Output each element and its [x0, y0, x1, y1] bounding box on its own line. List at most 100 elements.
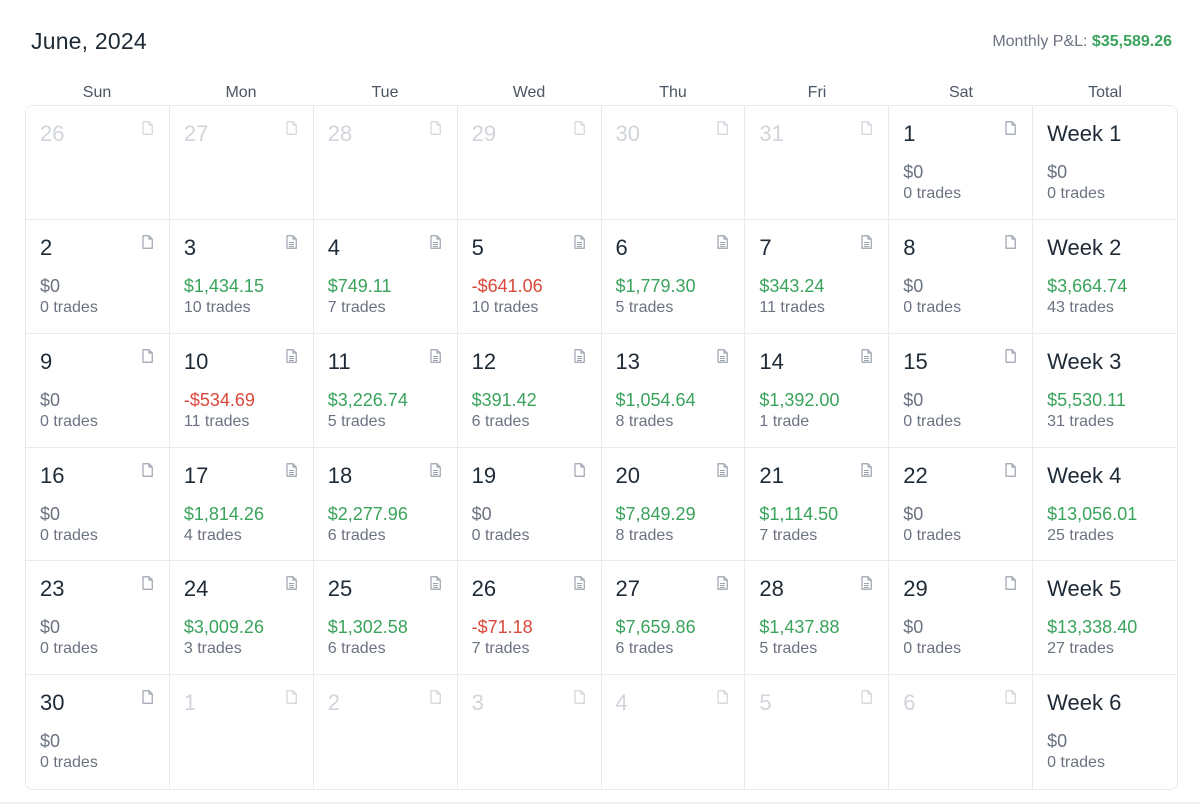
day-trade-count: 0 trades [903, 526, 962, 544]
document-icon[interactable] [142, 348, 153, 363]
calendar-day-cell[interactable]: 30 $0 0 trades [26, 675, 170, 789]
document-icon[interactable] [573, 690, 585, 705]
calendar-day-cell[interactable]: 4 [601, 675, 746, 789]
document-icon[interactable] [861, 462, 873, 477]
calendar-day-cell[interactable]: 17 $1,814.26 4 trades [169, 447, 314, 562]
calendar-day-cell[interactable]: 3 $1,434.15 10 trades [169, 219, 314, 334]
document-icon[interactable] [430, 462, 441, 477]
week-total-cell[interactable]: Week 2 $3,664.74 43 trades [1033, 219, 1177, 334]
week-total-cell[interactable]: Week 3 $5,530.11 31 trades [1033, 333, 1177, 448]
calendar-day-cell[interactable]: 16 $0 0 trades [26, 447, 170, 562]
document-icon[interactable] [573, 234, 585, 249]
document-icon[interactable] [861, 121, 873, 135]
calendar-day-cell[interactable]: 6 $1,779.30 5 trades [601, 219, 746, 334]
calendar-day-cell[interactable]: 19 $0 0 trades [457, 447, 602, 562]
calendar-day-cell[interactable]: 28 $1,437.88 5 trades [745, 561, 890, 676]
document-icon[interactable] [142, 121, 153, 135]
day-pnl-amount: $2,277.96 [327, 503, 408, 524]
weekday-mon: Mon [225, 84, 257, 101]
calendar-day-cell[interactable]: 3 [457, 675, 602, 789]
calendar-day-cell[interactable]: 14 $1,392.00 1 trade [745, 333, 890, 448]
calendar-day-cell[interactable]: 12 $391.42 6 trades [457, 333, 602, 448]
document-icon[interactable] [717, 234, 729, 249]
document-icon[interactable] [573, 576, 585, 591]
calendar-day-cell[interactable]: 18 $2,277.96 6 trades [313, 447, 458, 562]
document-icon[interactable] [717, 121, 729, 135]
document-icon[interactable] [286, 462, 297, 477]
calendar-day-cell[interactable]: 28 [313, 106, 458, 220]
calendar-day-cell[interactable]: 30 [601, 106, 746, 220]
calendar-day-cell[interactable]: 26 [26, 106, 170, 220]
document-icon[interactable] [142, 690, 153, 705]
calendar-day-cell[interactable]: 5 [745, 675, 890, 789]
document-icon[interactable] [861, 690, 873, 705]
calendar-day-cell[interactable]: 2 $0 0 trades [26, 219, 170, 334]
document-icon[interactable] [1005, 462, 1016, 477]
calendar-day-cell[interactable]: 11 $3,226.74 5 trades [313, 333, 458, 448]
calendar-day-cell[interactable]: 25 $1,302.58 6 trades [313, 561, 458, 676]
calendar-day-cell[interactable]: 9 $0 0 trades [26, 333, 170, 448]
calendar-day-cell[interactable]: 20 $7,849.29 8 trades [601, 447, 746, 562]
calendar-day-cell[interactable]: 31 [745, 106, 890, 220]
week-total-cell[interactable]: Week 6 $0 0 trades [1033, 675, 1177, 789]
document-icon[interactable] [286, 121, 297, 135]
document-icon[interactable] [430, 121, 441, 135]
calendar-day-cell[interactable]: 6 [889, 675, 1034, 789]
document-icon[interactable] [573, 121, 585, 135]
document-icon[interactable] [1005, 690, 1016, 705]
document-icon[interactable] [1005, 576, 1016, 591]
document-icon[interactable] [1005, 234, 1016, 249]
document-icon[interactable] [430, 690, 441, 705]
calendar-day-cell[interactable]: 24 $3,009.26 3 trades [169, 561, 314, 676]
document-icon[interactable] [430, 348, 441, 363]
calendar-day-cell[interactable]: 26 -$71.18 7 trades [457, 561, 602, 676]
document-icon[interactable] [142, 234, 153, 249]
document-icon[interactable] [286, 576, 297, 591]
calendar-day-cell[interactable]: 21 $1,114.50 7 trades [745, 447, 890, 562]
day-pnl-amount: $0 [40, 389, 61, 410]
document-icon[interactable] [717, 576, 729, 591]
document-icon[interactable] [286, 348, 297, 363]
document-icon[interactable] [430, 576, 441, 591]
document-icon[interactable] [717, 690, 729, 705]
document-icon[interactable] [142, 462, 153, 477]
calendar-day-cell[interactable]: 4 $749.11 7 trades [313, 219, 458, 334]
calendar-day-cell[interactable]: 1 $0 0 trades [889, 106, 1034, 220]
week-total-cell[interactable]: Week 4 $13,056.01 25 trades [1033, 447, 1177, 562]
day-number: 30 [40, 690, 65, 716]
day-trade-count: 0 trades [40, 526, 98, 544]
calendar-day-cell[interactable]: 29 $0 0 trades [889, 561, 1034, 676]
calendar-day-cell[interactable]: 27 $7,659.86 6 trades [601, 561, 746, 676]
document-icon[interactable] [717, 462, 729, 477]
calendar-day-cell[interactable]: 22 $0 0 trades [889, 447, 1034, 562]
document-icon[interactable] [286, 690, 297, 705]
document-icon[interactable] [1005, 348, 1016, 363]
document-icon[interactable] [861, 576, 873, 591]
document-icon[interactable] [1005, 121, 1016, 135]
calendar-day-cell[interactable]: 15 $0 0 trades [889, 333, 1034, 448]
calendar-day-cell[interactable]: 7 $343.24 11 trades [745, 219, 890, 334]
calendar-day-cell[interactable]: 2 [313, 675, 458, 789]
calendar-day-cell[interactable]: 23 $0 0 trades [26, 561, 170, 676]
week-total-cell[interactable]: Week 5 $13,338.40 27 trades [1033, 561, 1177, 676]
day-pnl-amount: $7,659.86 [615, 617, 696, 638]
document-icon[interactable] [573, 462, 585, 477]
document-icon[interactable] [861, 234, 873, 249]
calendar-day-cell[interactable]: 5 -$641.06 10 trades [457, 219, 602, 334]
week-total-cell[interactable]: Week 1 $0 0 trades [1033, 106, 1177, 220]
document-icon[interactable] [286, 234, 297, 249]
calendar-day-cell[interactable]: 27 [169, 106, 314, 220]
day-trade-count: 0 trades [40, 412, 98, 430]
calendar-day-cell[interactable]: 10 -$534.69 11 trades [169, 333, 314, 448]
day-pnl-amount: $343.24 [759, 275, 825, 296]
document-icon[interactable] [430, 234, 441, 249]
week-label: Week 1 [1047, 121, 1122, 146]
calendar-day-cell[interactable]: 1 [169, 675, 314, 789]
document-icon[interactable] [573, 348, 585, 363]
calendar-day-cell[interactable]: 8 $0 0 trades [889, 219, 1034, 334]
document-icon[interactable] [142, 576, 153, 591]
document-icon[interactable] [717, 348, 729, 363]
calendar-day-cell[interactable]: 29 [457, 106, 602, 220]
calendar-day-cell[interactable]: 13 $1,054.64 8 trades [601, 333, 746, 448]
document-icon[interactable] [861, 348, 873, 363]
